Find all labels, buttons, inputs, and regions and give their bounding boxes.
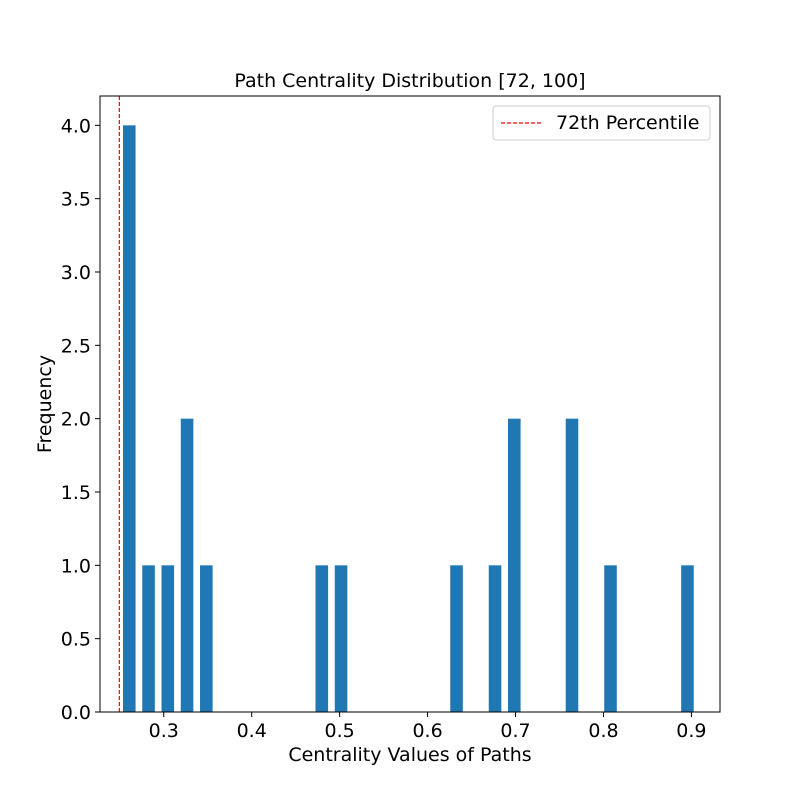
y-tick-label: 1.0: [61, 555, 91, 577]
histogram-bar-8: [488, 565, 502, 712]
y-tick-label: 2.5: [61, 335, 91, 357]
chart-title: Path Centrality Distribution [72, 100]: [234, 70, 585, 92]
y-axis-label: Frequency: [34, 355, 56, 453]
x-tick-label: 0.5: [325, 720, 355, 742]
histogram-bar-0: [122, 125, 136, 713]
histogram-bar-3: [180, 418, 194, 712]
histogram-bar-6: [334, 565, 348, 712]
y-tick-label: 0.5: [61, 629, 91, 651]
x-tick-label: 0.8: [588, 720, 618, 742]
histogram-bar-7: [450, 565, 463, 712]
x-tick-label: 0.7: [500, 720, 530, 742]
y-tick-label: 2.0: [61, 409, 91, 431]
histogram-bar-11: [604, 565, 617, 712]
x-tick-label: 0.4: [237, 720, 267, 742]
histogram-bar-4: [200, 565, 213, 712]
legend-box: [492, 105, 711, 141]
x-axis-ticks: 0.3 0.4 0.5 0.6 0.7 0.8 0.9: [149, 712, 707, 742]
histogram-bar-2: [161, 565, 175, 712]
y-tick-label: 1.5: [61, 482, 91, 504]
x-axis-label: Centrality Values of Paths: [288, 744, 531, 766]
histogram-bar-9: [508, 418, 521, 712]
legend-label: 72th Percentile: [556, 112, 699, 134]
histogram-bar-5: [315, 565, 329, 712]
plot-frame: [99, 95, 721, 713]
bars-layer: [122, 125, 694, 713]
x-tick-label: 0.9: [676, 720, 706, 742]
y-tick-label: 3.5: [61, 189, 91, 211]
histogram-bar-1: [142, 565, 155, 712]
histogram-bar-12: [681, 565, 694, 712]
x-tick-label: 0.6: [412, 720, 442, 742]
x-tick-label: 0.3: [149, 720, 179, 742]
histogram-bar-10: [565, 418, 579, 712]
y-axis-ticks: 0.0 0.5 1.0 1.5 2.0 2.5 3.0 3.5 4.0: [61, 115, 100, 724]
y-tick-label: 3.0: [61, 262, 91, 284]
y-tick-label: 0.0: [61, 702, 91, 724]
legend: 72th Percentile: [492, 105, 711, 141]
y-tick-label: 4.0: [61, 115, 91, 137]
